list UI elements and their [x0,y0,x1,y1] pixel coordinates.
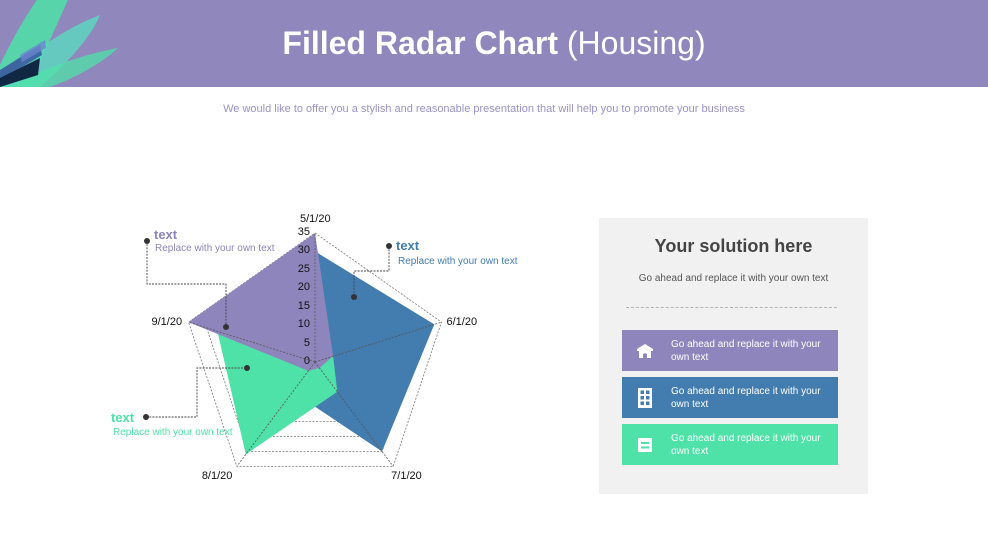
panel-divider [626,307,837,308]
tick-label: 25 [297,262,310,275]
tick-label: 30 [297,244,310,257]
annotation-blue-title: text [396,238,420,253]
series-area [188,233,334,371]
header-banner: Filled Radar Chart (Housing) [0,0,988,87]
category-label: 7/1/20 [391,470,422,483]
panel-subtitle: Go ahead and replace it with your own te… [638,273,829,284]
axis-spoke [314,321,442,363]
card-storage: Go ahead and replace it with your own te… [622,424,838,465]
tick-label: 10 [297,318,310,331]
annotation-purple-title: text [154,227,178,242]
leaf-decoration-icon [0,0,120,87]
tick-label: 15 [297,299,310,312]
house-icon [622,343,668,359]
axis-spoke [188,321,316,363]
series-area [292,251,435,452]
axis-spoke [314,361,394,467]
title-bold: Filled Radar Chart [282,25,558,61]
page-title: Filled Radar Chart (Housing) [0,22,988,64]
page-subtitle: We would like to offer you a stylish and… [223,103,745,115]
panel-title: Your solution here [654,236,813,256]
annotation-green-title: text [111,410,135,425]
card-text: Go ahead and replace it with your own te… [671,385,821,410]
card-housing: Go ahead and replace it with your own te… [622,330,838,371]
annotation-green-text: Replace with your own text [113,427,233,438]
category-label: 6/1/20 [446,316,478,329]
building-icon [622,387,668,408]
category-label: 8/1/20 [201,470,233,483]
leader-dot [244,365,250,371]
annotation-blue-text: Replace with your own text [398,256,518,267]
annotation-purple-text: Replace with your own text [155,243,275,254]
axis-spoke [236,361,316,467]
tick-label: 0 [303,355,310,367]
tick-label: 5 [303,336,310,349]
leader-dot [223,324,229,330]
leader-line [146,367,247,418]
leader-line [353,246,390,297]
card-building: Go ahead and replace it with your own te… [622,377,838,418]
leader-dot [386,243,392,249]
category-label: 9/1/20 [151,316,183,329]
category-label: 5/1/20 [300,213,331,225]
leader-dot [351,294,357,300]
leader-dot [143,414,149,420]
card-text: Go ahead and replace it with your own te… [671,338,821,363]
leader-dot [144,238,150,244]
solution-panel: Your solution here Go ahead and replace … [599,218,868,494]
tick-label: 20 [297,281,310,294]
title-light: (Housing) [566,25,706,61]
tick-label: 35 [297,226,310,238]
card-text: Go ahead and replace it with your own te… [671,432,821,457]
grid-ring [188,232,442,467]
drawer-icon [622,437,668,452]
